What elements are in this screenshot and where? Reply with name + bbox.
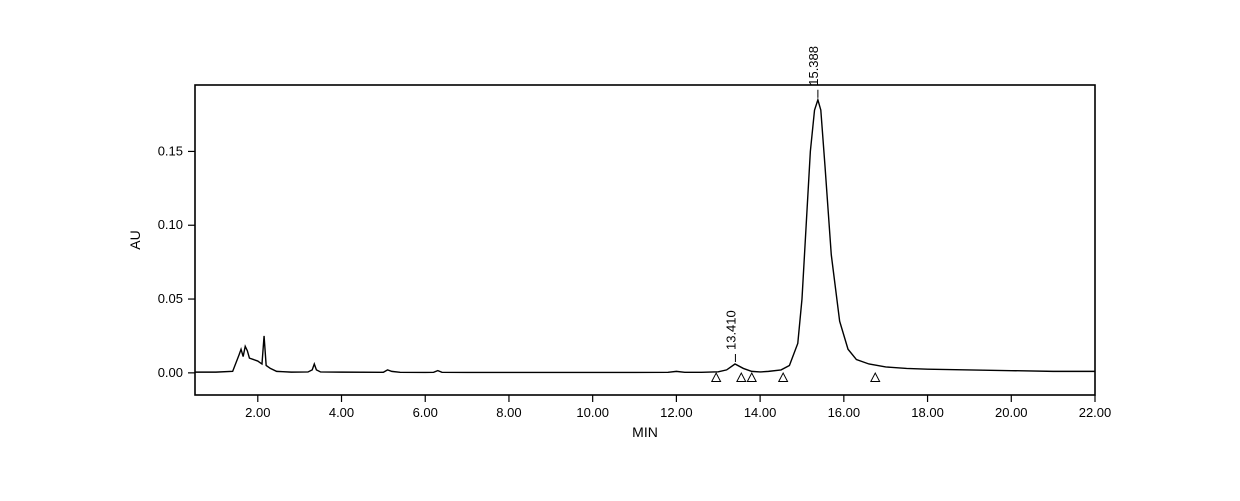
- x-axis-title: MIN: [632, 424, 658, 440]
- x-tick-label: 4.00: [329, 405, 354, 420]
- y-tick-label: 0.05: [158, 291, 183, 306]
- baseline-marker-icon: [737, 373, 746, 381]
- x-tick-label: 16.00: [828, 405, 861, 420]
- x-tick-label: 10.00: [576, 405, 609, 420]
- y-tick-label: 0.15: [158, 143, 183, 158]
- y-axis-title: AU: [127, 230, 143, 249]
- x-tick-label: 8.00: [496, 405, 521, 420]
- x-tick-label: 18.00: [911, 405, 944, 420]
- peak-label: 13.410: [723, 310, 738, 350]
- x-tick-label: 14.00: [744, 405, 777, 420]
- x-tick-label: 12.00: [660, 405, 693, 420]
- baseline-marker-icon: [712, 373, 721, 381]
- y-tick-label: 0.00: [158, 365, 183, 380]
- plot-border: [195, 85, 1095, 395]
- baseline-marker-icon: [747, 373, 756, 381]
- x-tick-label: 2.00: [245, 405, 270, 420]
- x-tick-label: 22.00: [1079, 405, 1112, 420]
- y-tick-label: 0.10: [158, 217, 183, 232]
- x-tick-label: 20.00: [995, 405, 1028, 420]
- x-tick-label: 6.00: [413, 405, 438, 420]
- chromatogram-trace: [195, 100, 1095, 373]
- chart-svg: 2.00 4.00 6.00 8.00 10.00 12.00 14.00 16.00 18.0…: [0, 0, 1240, 501]
- baseline-marker-icon: [779, 373, 788, 381]
- baseline-marker-icon: [871, 373, 880, 381]
- chromatogram-chart: 2.00 4.00 6.00 8.00 10.00 12.00 14.00 16.00 18.0…: [0, 0, 1240, 501]
- peak-label: 15.388: [806, 46, 821, 86]
